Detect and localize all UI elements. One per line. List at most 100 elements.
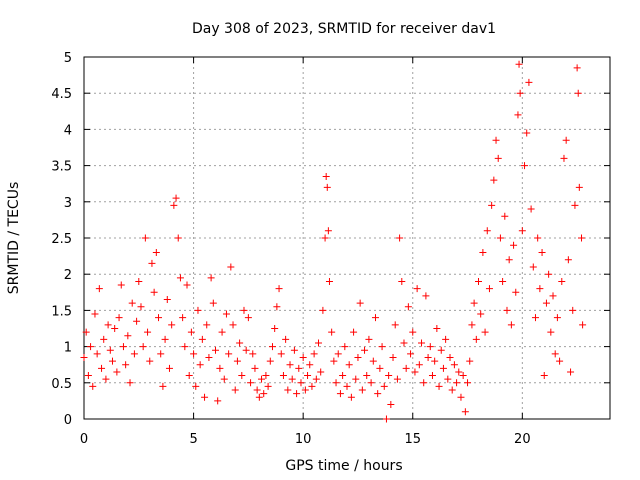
- data-point: [363, 372, 371, 380]
- data-point: [137, 303, 145, 311]
- data-point: [352, 375, 360, 383]
- data-point: [119, 343, 127, 351]
- data-point: [218, 328, 226, 336]
- x-tick-label: 15: [404, 432, 421, 447]
- data-point: [268, 343, 276, 351]
- data-point: [422, 292, 430, 300]
- data-point: [297, 379, 305, 387]
- data-point: [163, 296, 171, 304]
- y-tick-label: 1.5: [51, 304, 72, 319]
- y-tick-label: 3.5: [51, 160, 72, 175]
- data-point: [205, 353, 213, 361]
- data-point: [310, 350, 318, 358]
- data-point: [428, 372, 436, 380]
- data-point: [444, 375, 452, 383]
- y-tick-label: 2: [64, 268, 72, 283]
- data-point: [415, 361, 423, 369]
- y-axis-label: SRMTID / TECUs: [6, 182, 22, 295]
- data-point: [374, 390, 382, 398]
- data-point: [225, 350, 233, 358]
- data-point: [308, 382, 316, 390]
- data-point: [148, 259, 156, 267]
- data-point: [315, 339, 323, 347]
- data-point: [345, 361, 353, 369]
- data-point: [122, 361, 130, 369]
- data-point: [420, 379, 428, 387]
- data-point: [376, 364, 384, 372]
- data-point: [356, 299, 364, 307]
- data-point: [80, 353, 88, 361]
- y-tick-label: 5: [64, 51, 72, 66]
- data-point: [573, 64, 581, 72]
- data-point: [448, 386, 456, 394]
- data-point: [139, 343, 147, 351]
- data-point: [196, 361, 204, 369]
- data-point: [358, 386, 366, 394]
- data-point: [531, 314, 539, 322]
- data-point: [284, 386, 292, 394]
- data-point: [84, 372, 92, 380]
- data-point: [152, 248, 160, 256]
- data-point: [216, 364, 224, 372]
- data-point: [244, 314, 252, 322]
- data-point: [475, 277, 482, 285]
- data-point: [201, 393, 209, 401]
- x-tick-label: 10: [295, 432, 312, 447]
- data-point: [461, 408, 469, 416]
- data-point: [407, 350, 415, 358]
- data-point: [518, 227, 526, 235]
- data-point: [233, 357, 241, 365]
- data-point: [207, 274, 215, 282]
- data-point: [106, 346, 114, 354]
- data-point: [553, 314, 561, 322]
- data-point: [242, 346, 250, 354]
- data-point: [437, 346, 445, 354]
- data-point: [165, 364, 173, 372]
- data-point: [556, 357, 564, 365]
- data-point: [380, 382, 388, 390]
- data-point: [93, 350, 101, 358]
- data-point: [523, 129, 531, 137]
- data-point: [512, 288, 520, 296]
- data-point: [538, 248, 546, 256]
- data-point: [488, 201, 496, 209]
- data-point: [536, 285, 544, 293]
- data-point: [262, 372, 270, 380]
- data-point: [295, 364, 303, 372]
- data-point: [551, 350, 559, 358]
- data-point: [176, 274, 184, 282]
- data-point: [306, 361, 314, 369]
- data-point: [266, 357, 274, 365]
- data-point: [499, 277, 507, 285]
- data-point: [418, 339, 426, 347]
- data-point: [409, 328, 417, 336]
- data-point: [367, 379, 375, 387]
- data-point: [382, 415, 390, 423]
- data-point: [260, 390, 268, 398]
- data-point: [229, 321, 237, 329]
- data-point: [299, 353, 307, 361]
- data-point: [575, 183, 583, 191]
- data-point: [516, 89, 524, 97]
- data-point: [385, 372, 393, 380]
- data-point: [146, 357, 154, 365]
- data-point: [161, 335, 169, 343]
- data-point: [354, 353, 362, 361]
- data-point: [115, 314, 123, 322]
- data-point: [212, 346, 219, 354]
- data-point: [325, 277, 333, 285]
- data-point: [133, 317, 141, 325]
- data-point: [227, 263, 235, 271]
- data-point: [350, 328, 358, 336]
- data-point: [214, 397, 222, 405]
- data-point: [411, 368, 419, 376]
- y-tick-labels: 0 0.5 1 1.5 2 2.5 3 3.5 4 4.5 5: [51, 51, 72, 428]
- data-point: [424, 353, 432, 361]
- y-tick-label: 4.5: [51, 87, 72, 102]
- data-point: [264, 382, 272, 390]
- data-point: [492, 136, 500, 144]
- data-point: [317, 368, 325, 376]
- data-point: [490, 176, 498, 184]
- data-point: [431, 357, 439, 365]
- data-point: [507, 321, 515, 329]
